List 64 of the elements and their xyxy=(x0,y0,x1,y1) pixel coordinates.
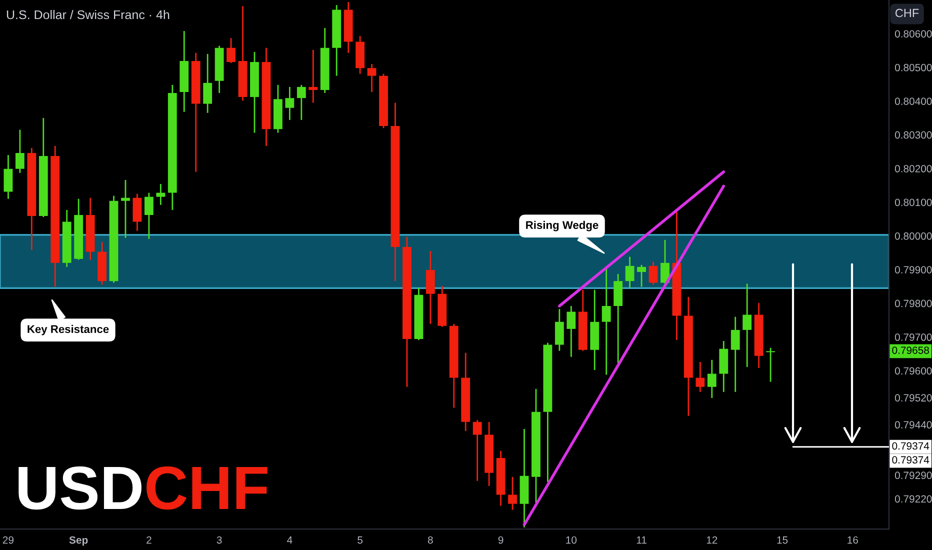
y-tick-label: 0.80100 xyxy=(894,198,932,206)
candlestick xyxy=(426,250,435,325)
candlestick xyxy=(730,316,740,393)
ref-line-label: 0.79374 xyxy=(892,442,930,450)
x-tick-label: 16 xyxy=(848,536,858,544)
candlestick xyxy=(696,361,705,393)
y-tick-label: 0.80300 xyxy=(894,131,932,139)
candlestick xyxy=(296,84,306,121)
y-tick-label: 0.79700 xyxy=(894,334,932,341)
candlestick xyxy=(132,193,142,232)
candlestick xyxy=(707,359,716,399)
candlestick xyxy=(226,37,236,64)
x-tick-label: 8 xyxy=(428,536,433,544)
x-tick-label: 11 xyxy=(636,536,646,544)
x-tick-label: 15 xyxy=(777,536,788,544)
candlestick xyxy=(367,63,376,93)
y-tick-label: 0.80200 xyxy=(894,165,932,172)
y-tick-label: 0.79900 xyxy=(894,266,932,274)
candlestick xyxy=(742,283,752,368)
annotation: USD xyxy=(18,466,142,510)
y-tick-label: 0.79800 xyxy=(894,300,932,308)
candlestick xyxy=(156,183,166,206)
candlestick xyxy=(766,347,775,383)
text: U.S. Dollar / Swiss Franc · 4h xyxy=(6,10,170,20)
candlestick xyxy=(625,256,634,288)
y-tick-label: 0.79220 xyxy=(894,495,932,503)
y-tick-label: 0.79440 xyxy=(894,421,932,429)
candlestick xyxy=(144,192,154,240)
x-tick-label: 2 xyxy=(146,536,152,544)
candlestick xyxy=(308,49,318,104)
x-tick-label: 3 xyxy=(216,536,222,544)
y-tick-label: 0.79290 xyxy=(894,472,932,480)
y-tick-label: 0.79520 xyxy=(894,394,932,402)
candlestick xyxy=(285,86,294,121)
x-tick-label: 10 xyxy=(566,536,577,544)
candlestick xyxy=(648,261,658,286)
candlestick xyxy=(554,308,564,352)
y-tick-label: 0.80000 xyxy=(894,232,932,240)
x-tick-label: 4 xyxy=(287,536,292,544)
text: 0.79658 xyxy=(892,346,929,354)
candlestick xyxy=(472,419,482,482)
annotation: Key Resistance xyxy=(28,324,109,336)
candlestick xyxy=(121,179,130,239)
y-tick-label: 0.79600 xyxy=(894,367,932,375)
annotation: CHF xyxy=(146,466,268,510)
candlestick xyxy=(508,476,517,511)
x-tick-label: 29 xyxy=(2,536,14,544)
x-tick-label: 12 xyxy=(706,536,718,544)
y-tick-label: 0.80400 xyxy=(894,98,932,105)
y-tick-label: 0.80500 xyxy=(894,64,932,72)
x-tick-label: Sep xyxy=(69,536,88,546)
y-tick-label: 0.80600 xyxy=(894,30,932,38)
x-tick-label: 9 xyxy=(498,536,504,544)
candlestick xyxy=(203,53,212,114)
candlestick xyxy=(15,129,24,174)
x-tick-label: 5 xyxy=(358,536,363,544)
candlestick xyxy=(4,154,13,200)
annotation: Rising Wedge xyxy=(526,220,598,232)
y-axis-title: CHF xyxy=(895,8,919,18)
candlestick xyxy=(566,305,576,358)
candlestick xyxy=(637,264,646,288)
candlestick xyxy=(602,267,611,376)
text: 0.79374 xyxy=(892,456,930,464)
candlestick xyxy=(660,239,670,286)
